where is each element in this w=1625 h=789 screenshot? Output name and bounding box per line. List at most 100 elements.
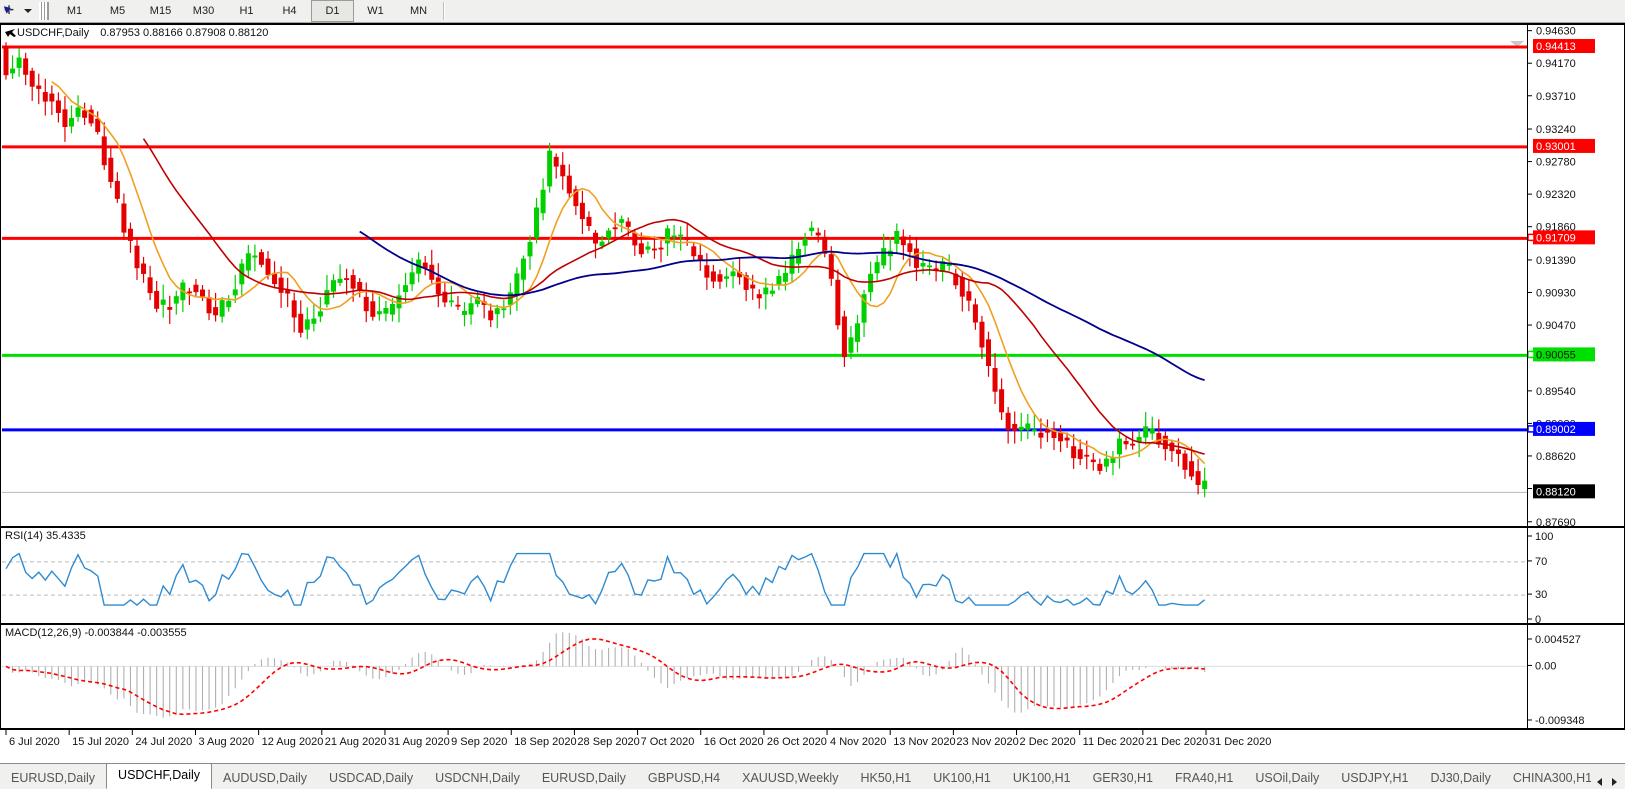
svg-text:0.90470: 0.90470	[1536, 320, 1576, 332]
chart-tab-fra40-h1[interactable]: FRA40,H1	[1175, 771, 1234, 785]
svg-text:0: 0	[1535, 614, 1541, 623]
timeframe-m1[interactable]: M1	[66, 5, 83, 17]
chart-scroll-thumb[interactable]	[1510, 41, 1524, 47]
svg-text:7 Oct 2020: 7 Oct 2020	[641, 736, 695, 748]
svg-text:0.004527: 0.004527	[1535, 634, 1581, 646]
price-scale[interactable]: 0.94630 0.94170 0.93710 0.93240 0.92780 0.923…	[1527, 25, 1624, 526]
candlestick-plot	[2, 42, 1528, 498]
svg-text:0.88620: 0.88620	[1536, 451, 1576, 463]
symbol-label: USDCHF,Daily	[17, 27, 90, 39]
timeframe-h1[interactable]: H1	[239, 5, 254, 17]
timeframe-h4[interactable]: H4	[282, 5, 297, 17]
svg-text:3 Aug 2020: 3 Aug 2020	[198, 736, 254, 748]
chart-tab-usdcnh-daily[interactable]: USDCNH,Daily	[435, 771, 520, 785]
price-pane[interactable]: USDCHF,Daily 0.87953 0.88166 0.87908 0.8…	[0, 24, 1625, 527]
svg-text:31 Dec 2020: 31 Dec 2020	[1209, 736, 1271, 748]
svg-text:0.94170: 0.94170	[1536, 58, 1576, 70]
chart-tab-hk50-h1[interactable]: HK50,H1	[860, 771, 912, 785]
timeframe-mn[interactable]: MN	[409, 5, 428, 17]
chart-tab-audusd-daily[interactable]: AUDUSD,Daily	[223, 771, 308, 785]
ohlc-values: 0.87953 0.88166 0.87908 0.88120	[100, 27, 269, 39]
svg-text:-0.009348: -0.009348	[1535, 715, 1585, 727]
chart-tab-usoil-daily[interactable]: USOil,Daily	[1255, 771, 1320, 785]
svg-text:0.94630: 0.94630	[1536, 26, 1576, 38]
time-axis[interactable]: 6 Jul 2020 15 Jul 2020 24 Jul 2020 3 Aug 20…	[0, 729, 1625, 750]
svg-text:2 Dec 2020: 2 Dec 2020	[1020, 736, 1076, 748]
svg-text:11 Dec 2020: 11 Dec 2020	[1083, 736, 1145, 748]
chart-tab-bar[interactable]: EURUSD,Daily USDCHF,Daily AUDUSD,Daily USDC…	[0, 763, 1625, 789]
tab-scroll-left-icon[interactable]	[1593, 773, 1606, 789]
svg-text:0.94413: 0.94413	[1536, 41, 1576, 53]
rsi-plot	[2, 529, 1528, 622]
svg-text:0.92320: 0.92320	[1536, 189, 1576, 201]
svg-text:0.89540: 0.89540	[1536, 386, 1576, 398]
chart-tab-usdcad-daily[interactable]: USDCAD,Daily	[329, 771, 414, 785]
svg-text:24 Jul 2020: 24 Jul 2020	[135, 736, 192, 748]
timeframe-d1[interactable]: D1	[311, 0, 354, 22]
svg-text:0.00: 0.00	[1535, 660, 1556, 672]
chart-tab-usdjpy-h1[interactable]: USDJPY,H1	[1341, 771, 1409, 785]
chart-tab-eurusd-daily[interactable]: EURUSD,Daily	[541, 771, 626, 785]
timeframe-m5[interactable]: M5	[109, 5, 126, 17]
svg-text:0.90930: 0.90930	[1536, 287, 1576, 299]
tab-scroll-right-icon[interactable]	[1608, 773, 1621, 789]
svg-text:0.87690: 0.87690	[1536, 517, 1576, 526]
macd-plot	[2, 626, 1528, 727]
chart-tab-uk100-h1[interactable]: UK100,H1	[1012, 771, 1071, 785]
chart-tab-china300-h1[interactable]: CHINA300,H1	[1512, 771, 1591, 785]
tab-nav-buttons	[1591, 773, 1625, 789]
rsi-label: RSI(14) 35.4335	[5, 530, 86, 542]
svg-text:26 Oct 2020: 26 Oct 2020	[767, 736, 827, 748]
svg-text:100: 100	[1535, 531, 1553, 543]
svg-text:4 Nov 2020: 4 Nov 2020	[830, 736, 886, 748]
timeframe-toolbar: ✛ M1 M5 M15 M30 H1 H4 D1 W1 MN	[0, 0, 1625, 23]
chevron-down-icon[interactable]	[21, 1, 33, 21]
crosshair-cursor-icon[interactable]: ✛	[3, 3, 15, 17]
svg-text:21 Dec 2020: 21 Dec 2020	[1146, 736, 1208, 748]
chart-tab-xauusd-weekly[interactable]: XAUUSD,Weekly	[742, 771, 839, 785]
timeframe-m30[interactable]: M30	[192, 5, 215, 17]
chart-tab-eurusd-daily[interactable]: EURUSD,Daily	[11, 771, 96, 785]
symbol-ohlc-label: USDCHF,Daily 0.87953 0.88166 0.87908 0.8…	[17, 27, 268, 39]
svg-text:0.93710: 0.93710	[1536, 91, 1576, 103]
svg-text:6 Jul 2020: 6 Jul 2020	[9, 736, 60, 748]
svg-text:0.92780: 0.92780	[1536, 157, 1576, 169]
svg-text:70: 70	[1535, 556, 1547, 568]
chart-tab-usdchf-daily[interactable]: USDCHF,Daily	[106, 763, 212, 789]
chart-tab-uk100-h1[interactable]: UK100,H1	[933, 771, 991, 785]
svg-text:9 Sep 2020: 9 Sep 2020	[451, 736, 507, 748]
svg-text:21 Aug 2020: 21 Aug 2020	[325, 736, 387, 748]
svg-text:0.93001: 0.93001	[1536, 141, 1576, 153]
svg-text:0.93240: 0.93240	[1536, 124, 1576, 136]
chart-pointer-icon	[5, 29, 16, 37]
toolbar-divider	[443, 2, 444, 20]
svg-text:28 Sep 2020: 28 Sep 2020	[577, 736, 639, 748]
price-plot[interactable]	[2, 26, 1528, 525]
macd-pane[interactable]: MACD(12,26,9) -0.003844 -0.003555 0.0045…	[0, 624, 1625, 729]
chart-tab-gbpusd-h4[interactable]: GBPUSD,H4	[647, 771, 721, 785]
chart-tab-dj30-daily[interactable]: DJ30,Daily	[1430, 771, 1491, 785]
svg-text:12 Aug 2020: 12 Aug 2020	[262, 736, 324, 748]
macd-scale: 0.004527 0.00 -0.009348	[1527, 625, 1624, 728]
timeframe-m15[interactable]: M15	[149, 5, 172, 17]
timeframe-button-group: M1 M5 M15 M30 H1 H4 D1 W1 MN	[53, 0, 440, 22]
svg-text:15 Jul 2020: 15 Jul 2020	[72, 736, 129, 748]
chart-area[interactable]: USDCHF,Daily 0.87953 0.88166 0.87908 0.8…	[0, 23, 1625, 750]
svg-text:0.89002: 0.89002	[1536, 424, 1576, 436]
svg-text:0.88120: 0.88120	[1536, 486, 1576, 498]
svg-text:13 Nov 2020: 13 Nov 2020	[893, 736, 955, 748]
svg-text:23 Nov 2020: 23 Nov 2020	[956, 736, 1018, 748]
svg-text:0.90055: 0.90055	[1536, 349, 1576, 361]
rsi-scale: 100 70 30 0	[1527, 528, 1624, 623]
macd-label: MACD(12,26,9) -0.003844 -0.003555	[5, 627, 187, 639]
toolbar-drag-handle[interactable]	[39, 2, 49, 20]
timeframe-w1[interactable]: W1	[367, 5, 384, 17]
svg-text:0.91390: 0.91390	[1536, 255, 1576, 267]
chart-tab-ger30-h1[interactable]: GER30,H1	[1092, 771, 1154, 785]
svg-text:30: 30	[1535, 589, 1547, 601]
rsi-pane[interactable]: RSI(14) 35.4335 100 70 30 0	[0, 527, 1625, 624]
svg-text:31 Aug 2020: 31 Aug 2020	[388, 736, 450, 748]
svg-text:16 Oct 2020: 16 Oct 2020	[704, 736, 764, 748]
svg-text:18 Sep 2020: 18 Sep 2020	[514, 736, 576, 748]
